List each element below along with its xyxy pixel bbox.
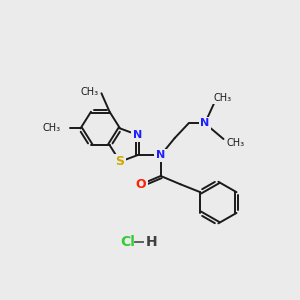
Text: CH₃: CH₃: [81, 87, 99, 98]
Text: O: O: [136, 178, 146, 191]
Text: S: S: [116, 155, 124, 168]
Text: N: N: [133, 130, 142, 140]
Text: CH₃: CH₃: [42, 123, 60, 134]
Text: CH₃: CH₃: [227, 138, 245, 148]
Text: N: N: [156, 150, 165, 160]
Text: Cl: Cl: [121, 235, 136, 249]
Text: H: H: [146, 235, 157, 249]
Text: CH₃: CH₃: [214, 93, 232, 103]
Text: N: N: [200, 118, 209, 128]
